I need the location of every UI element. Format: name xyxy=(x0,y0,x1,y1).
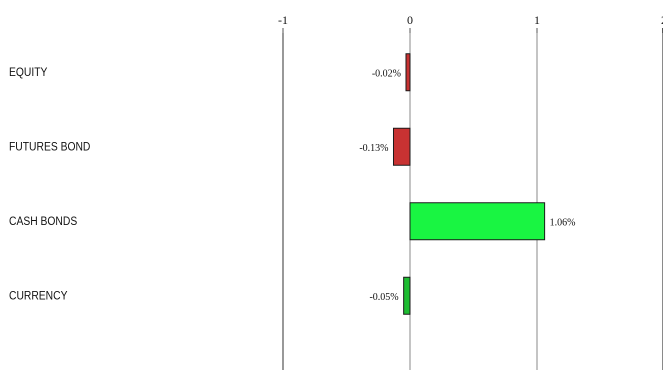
category-label: CASH BONDS xyxy=(9,216,77,229)
bar xyxy=(405,53,411,92)
bar xyxy=(403,276,411,315)
data-label: -0.13% xyxy=(359,143,388,154)
data-label: 1.06% xyxy=(550,217,576,228)
data-label: -0.05% xyxy=(369,292,398,303)
bar xyxy=(409,202,546,241)
x-tick-label: 0 xyxy=(407,13,413,27)
category-label: CURRENCY xyxy=(9,290,68,303)
x-tick-label: -1 xyxy=(278,13,288,27)
bar xyxy=(392,127,411,166)
data-label: -0.02% xyxy=(372,68,401,79)
category-label: EQUITY xyxy=(9,67,48,80)
x-tick-label: 2 xyxy=(661,13,663,27)
x-tick-label: 1 xyxy=(534,13,540,27)
category-label: FUTURES BOND xyxy=(9,141,90,154)
